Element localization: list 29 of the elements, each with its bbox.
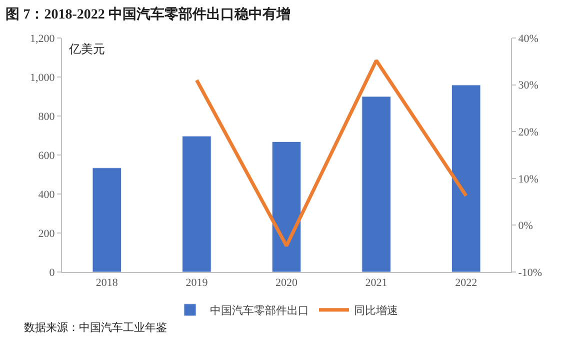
y-axis-title: 亿美元 [68,42,105,56]
bar [451,84,481,272]
bar [182,136,212,272]
y2-tick-label: 30% [518,80,538,92]
legend-label: 中国汽车零部件出口 [210,304,309,318]
y-tick-label: 800 [38,110,56,123]
source-note: 数据来源：中国汽车工业年鉴 [24,321,167,334]
x-tick-label: 2021 [365,277,388,290]
y-tick-label: 1,000 [30,72,56,84]
y2-tick-label: -10% [518,266,542,279]
x-tick-label: 2020 [276,277,298,290]
y2-tick-label: 10% [518,173,538,186]
x-tick-label: 2022 [455,277,478,290]
y-tick-label: 200 [38,228,56,240]
bar [272,141,302,272]
bar [362,96,391,272]
y2-tick-label: 20% [518,126,538,138]
y-tick-label: 600 [38,150,56,162]
x-tick-label: 2018 [96,277,118,290]
x-tick-label: 2019 [186,277,208,290]
chart-title: 图 7：2018-2022 中国汽车零部件出口稳中有增 [6,5,290,22]
y2-tick-label: 40% [518,32,538,45]
bar [92,168,122,272]
legend-label: 同比增速 [354,304,398,318]
y-tick-label: 400 [38,188,56,201]
y2-tick-label: 0% [518,220,533,232]
line-series [194,58,468,248]
y-tick-label: 1,200 [30,32,56,45]
y-tick-label: 0 [49,266,56,279]
